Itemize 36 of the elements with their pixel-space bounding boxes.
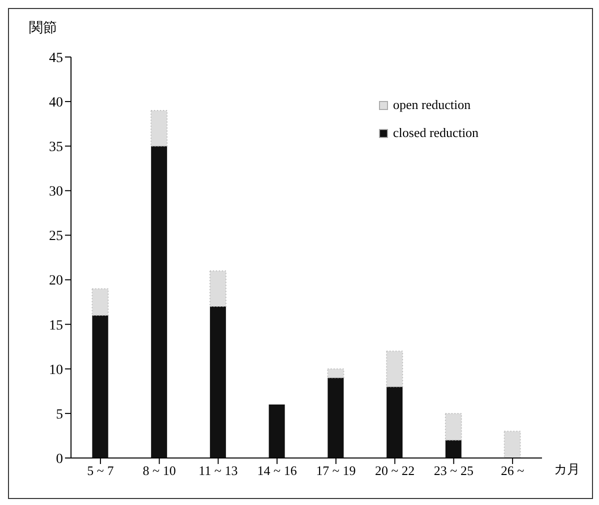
x-tick-label: 11 ~ 13 xyxy=(198,463,238,478)
bar xyxy=(327,368,344,378)
x-tick-label: 5 ~ 7 xyxy=(87,463,114,478)
x-tick-label: 23 ~ 25 xyxy=(434,463,474,478)
bar xyxy=(386,350,404,388)
bar xyxy=(92,288,109,316)
legend-label: closed reduction xyxy=(393,125,479,141)
y-tick-label: 10 xyxy=(49,362,63,378)
x-axis-title: カ月 xyxy=(554,462,580,477)
y-tick-label: 35 xyxy=(49,140,63,156)
y-axis-title: 関節 xyxy=(29,19,57,37)
y-tick-label: 5 xyxy=(56,407,63,422)
bar xyxy=(268,404,285,458)
bar xyxy=(328,378,344,458)
y-tick-label: 40 xyxy=(49,96,63,111)
bar xyxy=(92,315,108,458)
y-tick-label: 0 xyxy=(56,452,63,467)
bar xyxy=(210,306,226,458)
bar xyxy=(445,440,462,458)
x-tick-label: 26 ~ xyxy=(500,463,524,478)
x-tick-label: 8 ~ 10 xyxy=(142,463,176,478)
y-tick-label: 30 xyxy=(49,184,63,200)
y-tick-label: 20 xyxy=(49,274,63,289)
bar xyxy=(151,146,168,458)
x-tick-label: 14 ~ 16 xyxy=(257,463,298,478)
legend-label: open reduction xyxy=(393,97,471,113)
y-tick-label: 25 xyxy=(49,229,63,244)
bar xyxy=(209,270,226,308)
bar xyxy=(444,412,462,441)
x-tick-label: 20 ~ 22 xyxy=(375,463,415,478)
y-tick-label: 45 xyxy=(49,50,63,66)
x-tick-label: 17 ~ 19 xyxy=(316,463,356,478)
bar xyxy=(386,386,403,458)
bar xyxy=(504,430,521,458)
bar xyxy=(150,110,168,147)
y-tick-label: 15 xyxy=(49,318,63,334)
